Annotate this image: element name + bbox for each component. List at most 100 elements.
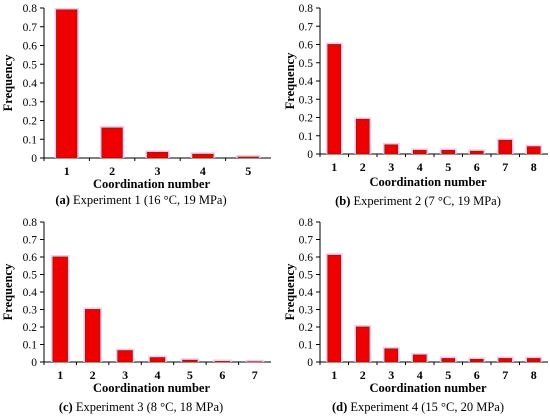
chart-d-y-tick-label: 0.3 bbox=[299, 305, 314, 317]
chart-d-bar bbox=[526, 358, 541, 363]
chart-b-bar bbox=[355, 118, 370, 155]
chart-a-x-tick-label: 2 bbox=[109, 164, 115, 178]
chart-a-y-tick-label: 0 bbox=[31, 153, 37, 165]
caption-a-tag: (a) bbox=[55, 193, 70, 207]
chart-b-y-tick-label: 0.3 bbox=[299, 94, 314, 106]
chart-b-y-tick-label: 0 bbox=[307, 149, 313, 161]
chart-b-bar bbox=[498, 139, 513, 155]
chart-d-x-tick-label: 4 bbox=[417, 368, 423, 382]
chart-a-y-tick-label: 0.3 bbox=[23, 97, 38, 109]
chart-d-bar bbox=[469, 358, 484, 363]
chart-b-y-tick-label: 0.2 bbox=[299, 113, 314, 125]
chart-a-bar bbox=[146, 151, 169, 159]
chart-c-y-tick-label: 0.6 bbox=[23, 252, 38, 264]
chart-c-bar bbox=[84, 309, 101, 363]
chart-a-x-tick-label: 3 bbox=[155, 164, 161, 178]
chart-a-y-tick-label: 0.6 bbox=[23, 41, 38, 53]
chart-c-bar bbox=[214, 361, 231, 363]
chart-d-x-tick-label: 7 bbox=[502, 368, 508, 382]
chart-b-x-tick-label: 3 bbox=[388, 160, 394, 174]
chart-b-y-tick-label: 0.7 bbox=[299, 21, 314, 33]
chart-b-x-tick-label: 7 bbox=[502, 160, 508, 174]
chart-b-y-tick-label: 0.4 bbox=[299, 76, 314, 88]
chart-b-x-tick-label: 4 bbox=[417, 160, 423, 174]
chart-a-y-tick-label: 0.5 bbox=[23, 59, 38, 71]
chart-c-y-tick-label: 0.2 bbox=[23, 322, 38, 334]
chart-b-bar bbox=[441, 149, 456, 155]
caption-c-tag: (c) bbox=[58, 400, 73, 414]
chart-c-bar bbox=[117, 350, 133, 363]
caption-d: (d) Experiment 4 (15 °C, 20 MPa) bbox=[287, 400, 549, 415]
chart-a-bar bbox=[56, 9, 78, 159]
chart-d-bar bbox=[441, 358, 456, 363]
chart-a-bar-shadow bbox=[236, 155, 261, 158]
chart-d-x-tick-label: 8 bbox=[531, 368, 537, 382]
chart-a-x-tick-label: 4 bbox=[200, 164, 206, 178]
chart-d-bar bbox=[498, 358, 513, 363]
chart-a-y-tick-label: 0.4 bbox=[23, 78, 38, 90]
chart-b-x-tick-label: 5 bbox=[445, 160, 451, 174]
chart-a-y-tick-label: 0.1 bbox=[23, 134, 38, 146]
chart-b-bar bbox=[526, 146, 541, 155]
chart-b-x-tick-label: 2 bbox=[360, 160, 366, 174]
chart-a-y-tick-label: 0.7 bbox=[23, 22, 38, 34]
chart-c-y-tick-label: 0 bbox=[31, 357, 37, 369]
chart-a-y-tick-label: 0.8 bbox=[23, 3, 38, 15]
chart-c-x-tick-label: 3 bbox=[122, 368, 128, 382]
chart-c-x-tick-label: 6 bbox=[219, 368, 225, 382]
chart-d-y-tick-label: 0.4 bbox=[299, 287, 314, 299]
chart-a-bar bbox=[237, 156, 259, 159]
chart-c-bar bbox=[52, 256, 68, 363]
chart-c-x-tick-label: 2 bbox=[90, 368, 96, 382]
caption-a: (a) Experiment 1 (16 °C, 19 MPa) bbox=[10, 193, 272, 208]
caption-c-text: Experiment 3 (8 °C, 18 MPa) bbox=[72, 400, 224, 414]
caption-b: (b) Experiment 2 (7 °C, 19 MPa) bbox=[287, 194, 549, 209]
chart-b-bar bbox=[327, 44, 342, 155]
chart-c-bar bbox=[182, 359, 198, 363]
caption-a-text: Experiment 1 (16 °C, 19 MPa) bbox=[69, 193, 227, 207]
caption-c: (c) Experiment 3 (8 °C, 18 MPa) bbox=[10, 400, 272, 415]
chart-c-bar bbox=[149, 357, 166, 363]
chart-d-x-axis-title: Coordination number bbox=[369, 381, 486, 395]
chart-c-x-axis-title: Coordination number bbox=[93, 381, 210, 395]
caption-b-tag: (b) bbox=[335, 194, 351, 208]
chart-d-y-tick-label: 0.8 bbox=[299, 217, 314, 229]
chart-c-y-tick-label: 0.3 bbox=[23, 305, 38, 317]
chart-d-y-tick-label: 0.6 bbox=[299, 252, 314, 264]
chart-b-y-axis-title: Frequency bbox=[283, 52, 297, 109]
chart-a-bar bbox=[192, 153, 214, 159]
chart-b-bar bbox=[384, 144, 399, 155]
chart-c-x-tick-label: 7 bbox=[252, 368, 258, 382]
chart-c-y-axis-title: Frequency bbox=[1, 263, 15, 320]
chart-a-y-tick-label: 0.2 bbox=[23, 116, 38, 128]
chart-c-x-tick-label: 5 bbox=[187, 368, 193, 382]
chart-d-x-tick-label: 6 bbox=[474, 368, 480, 382]
chart-a-x-tick-label: 5 bbox=[245, 164, 251, 178]
caption-d-tag: (d) bbox=[332, 400, 348, 414]
chart-b-bar bbox=[469, 150, 484, 155]
chart-c-y-tick-label: 0.1 bbox=[23, 340, 38, 352]
chart-b-y-tick-label: 0.5 bbox=[299, 58, 314, 70]
chart-c-y-tick-label: 0.5 bbox=[23, 270, 38, 282]
chart-c-x-tick-label: 1 bbox=[57, 368, 63, 382]
chart-b-x-tick-label: 6 bbox=[474, 160, 480, 174]
chart-d-bar bbox=[355, 326, 370, 363]
chart-a-x-tick-label: 1 bbox=[64, 164, 70, 178]
chart-d-y-tick-label: 0.2 bbox=[299, 322, 314, 334]
chart-b-x-tick-label: 8 bbox=[531, 160, 537, 174]
chart-c-bar-shadow bbox=[245, 359, 265, 362]
chart-d-y-tick-label: 0.7 bbox=[299, 235, 314, 247]
chart-c-x-tick-label: 4 bbox=[155, 368, 161, 382]
caption-d-text: Experiment 4 (15 °C, 20 MPa) bbox=[347, 400, 504, 414]
chart-d-x-tick-label: 2 bbox=[360, 368, 366, 382]
chart-d-x-tick-label: 1 bbox=[331, 368, 337, 382]
chart-c-y-tick-label: 0.8 bbox=[23, 217, 38, 229]
chart-c-bar-shadow bbox=[213, 359, 232, 362]
chart-a-x-axis-title: Coordination number bbox=[93, 177, 210, 191]
chart-b-x-axis-title: Coordination number bbox=[369, 175, 486, 189]
chart-b-y-tick-label: 0.1 bbox=[299, 131, 314, 143]
chart-d-x-tick-label: 3 bbox=[388, 368, 394, 382]
chart-b-y-tick-label: 0.6 bbox=[299, 40, 314, 52]
